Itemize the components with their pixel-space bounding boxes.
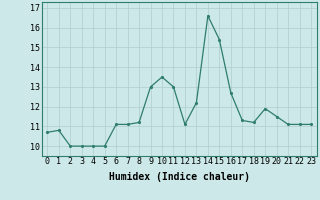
X-axis label: Humidex (Indice chaleur): Humidex (Indice chaleur) [109,172,250,182]
